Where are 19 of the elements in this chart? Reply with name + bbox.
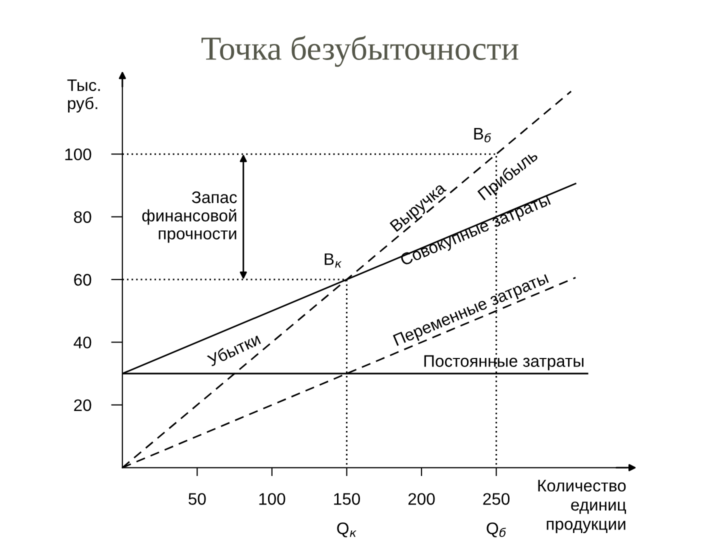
annotation: В$_{к}$ — [324, 253, 342, 268]
annotation: Запас финансовой прочности — [142, 191, 237, 243]
x-tick-label: 150 — [334, 493, 360, 505]
series-label: Постоянные затраты — [424, 355, 584, 370]
text: Q$_{б}$ — [486, 522, 506, 538]
y-tick-label: 60 — [74, 274, 92, 286]
y-tick-label: 20 — [74, 399, 92, 412]
y-tick-label: 40 — [74, 336, 92, 348]
annotation: В$_{б}$ — [474, 128, 491, 142]
y-tick-label: 80 — [74, 211, 92, 224]
text: Q$_{к}$ — [337, 522, 356, 538]
x-tick-label: 250 — [483, 493, 510, 505]
y-axis-title: Тыс. руб. — [67, 79, 100, 113]
x-axis-title: Количество единиц продукции — [538, 480, 626, 534]
chart-title: Точка безубыточности — [202, 36, 518, 67]
x-tick-label: 100 — [259, 493, 286, 505]
x-tick-label: 50 — [188, 493, 206, 505]
x-tick-label: 200 — [408, 493, 435, 505]
y-tick-label: 100 — [65, 148, 92, 160]
